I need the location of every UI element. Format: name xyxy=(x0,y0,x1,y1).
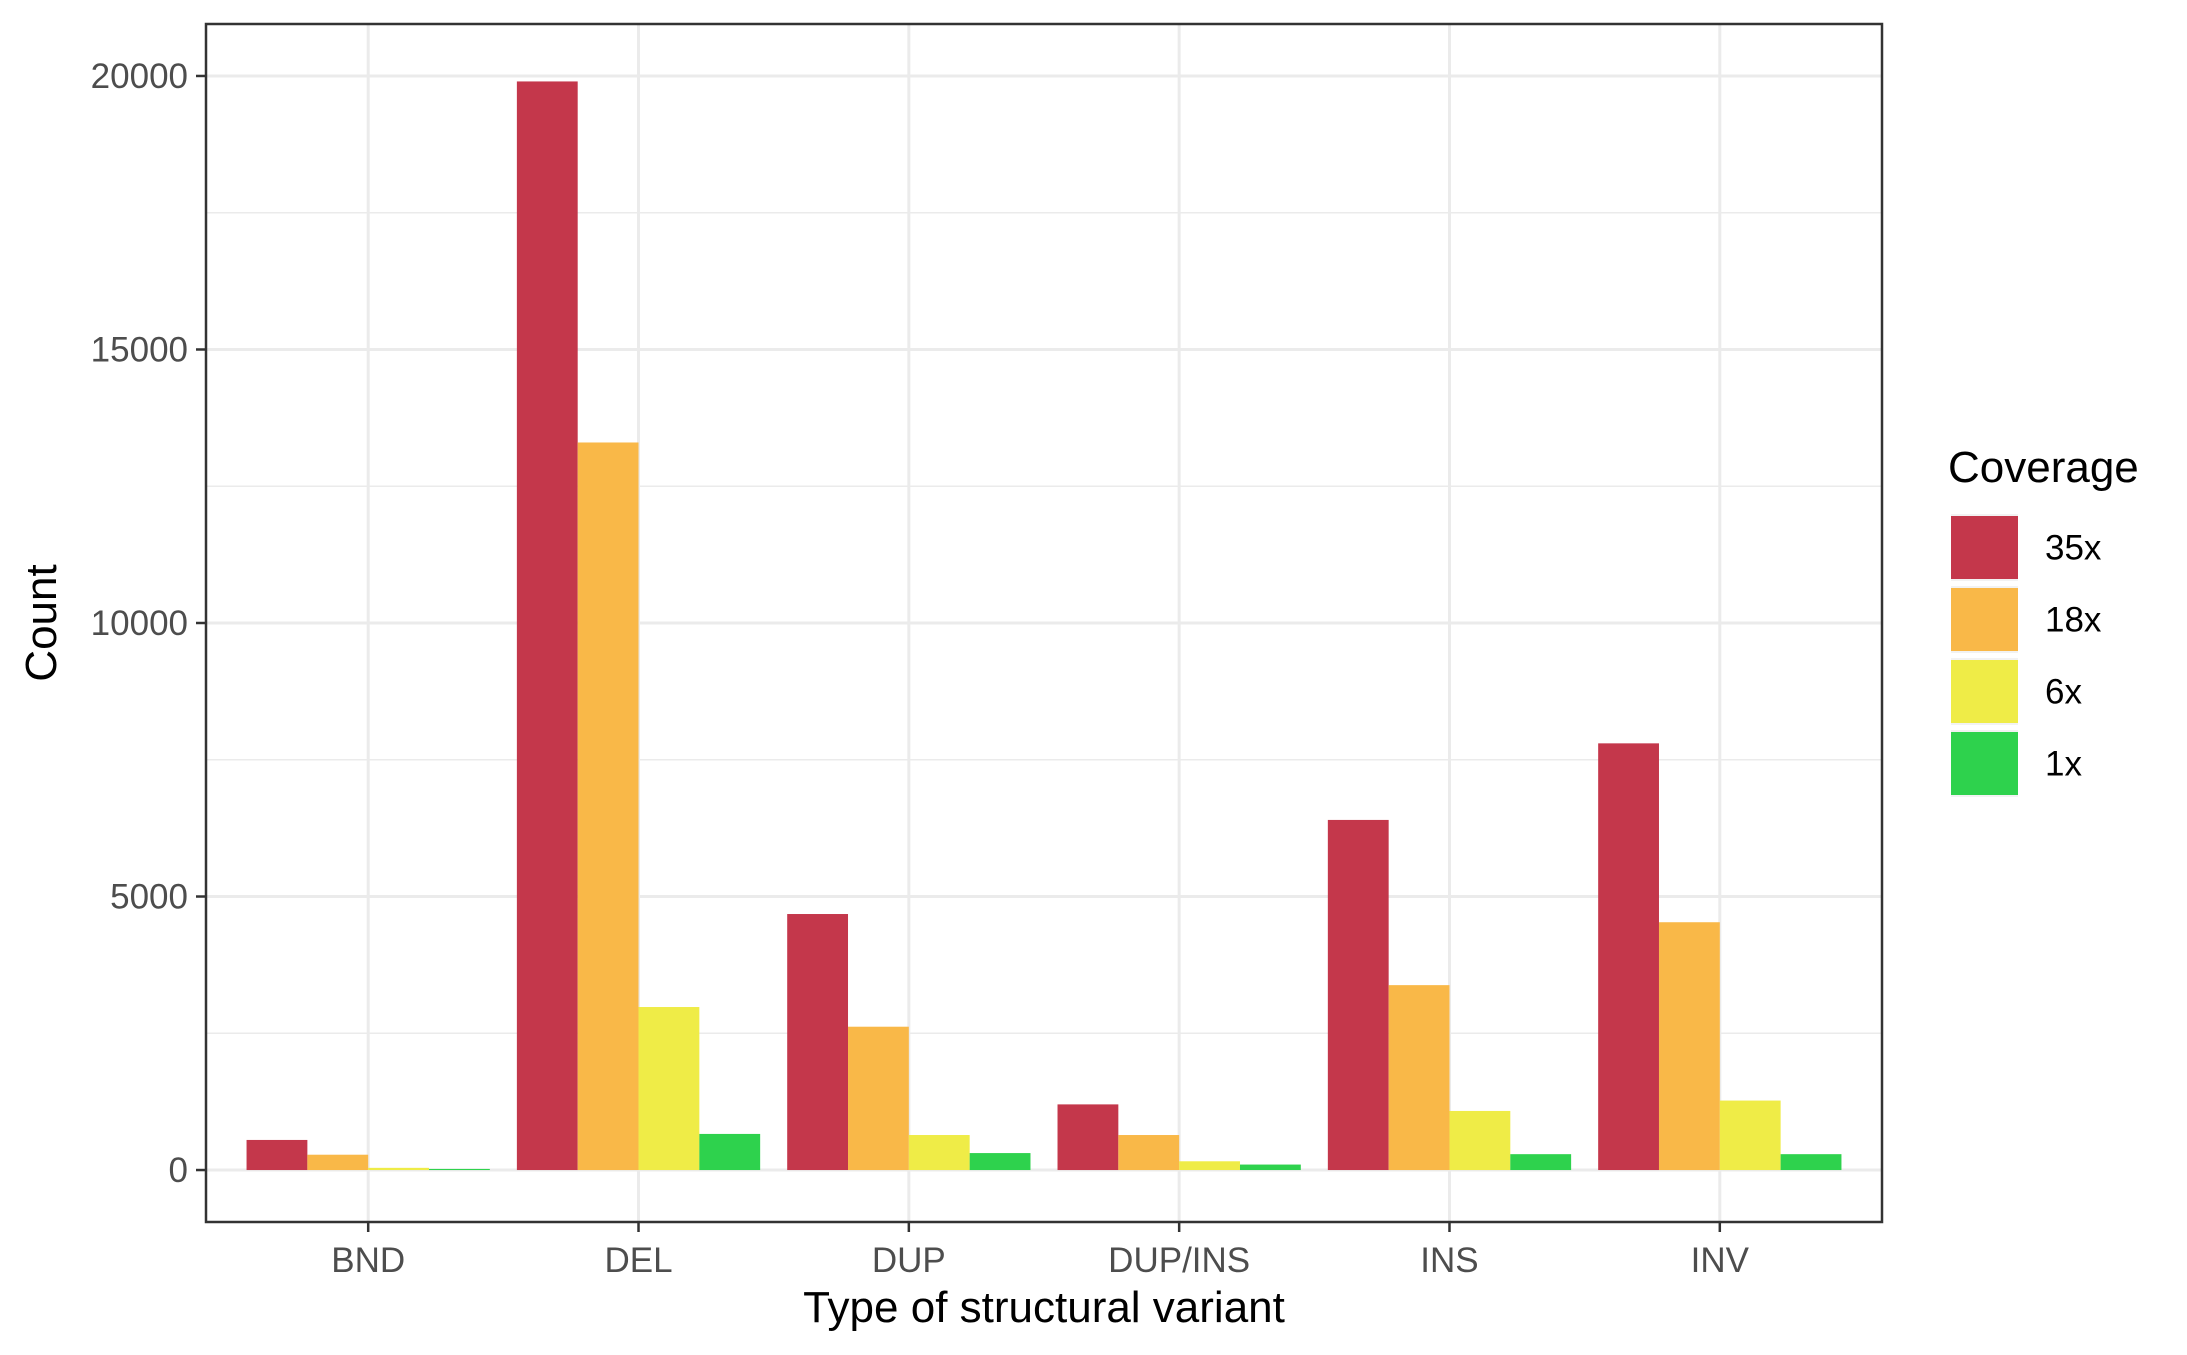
legend-swatch-35x xyxy=(1951,516,2018,579)
bar-bnd-1x xyxy=(429,1168,490,1171)
bar-del-6x xyxy=(638,1007,700,1171)
bar-del-35x xyxy=(516,81,578,1171)
legend-swatch-1x xyxy=(1951,732,2018,795)
axes: 0 5000 10000 15000 20000 BND DEL DUP DUP/INS INS I… xyxy=(91,57,1750,1280)
y-tick-label: 10000 xyxy=(91,604,188,643)
legend-label-1x: 1x xyxy=(2045,745,2082,784)
bar-dup-18x xyxy=(848,1026,909,1171)
legend-label-6x: 6x xyxy=(2045,673,2082,712)
y-tick-label: 20000 xyxy=(91,57,188,96)
bar-bnd-35x xyxy=(246,1139,308,1171)
bar-ins-6x xyxy=(1449,1110,1511,1171)
legend-swatch-18x xyxy=(1951,588,2018,651)
y-tick-label: 15000 xyxy=(91,330,188,369)
x-tick-label: DUP xyxy=(872,1241,946,1280)
y-tick-label: 0 xyxy=(169,1151,188,1190)
y-tick-label: 5000 xyxy=(110,878,188,917)
bar-dup-35x xyxy=(787,914,849,1171)
x-tick-label: BND xyxy=(331,1241,405,1280)
x-tick-label: DEL xyxy=(604,1241,672,1280)
bar-ins-1x xyxy=(1510,1154,1572,1171)
bar-ins-18x xyxy=(1388,985,1450,1171)
x-axis-title: Type of structural variant xyxy=(803,1283,1285,1332)
bar-inv-6x xyxy=(1719,1100,1781,1171)
bar-inv-1x xyxy=(1780,1154,1842,1171)
bar-bnd-18x xyxy=(307,1154,369,1171)
bar-dup-ins-18x xyxy=(1118,1135,1180,1171)
legend-label-35x: 35x xyxy=(2045,529,2102,568)
bar-dup-ins-6x xyxy=(1179,1161,1240,1171)
legend-swatch-6x xyxy=(1951,660,2018,723)
bars xyxy=(246,81,1842,1171)
bar-inv-18x xyxy=(1658,922,1720,1171)
bar-dup-1x xyxy=(969,1153,1031,1171)
bar-inv-35x xyxy=(1598,743,1659,1171)
x-tick-label: INV xyxy=(1691,1241,1750,1280)
bar-del-1x xyxy=(699,1133,761,1171)
legend-label-18x: 18x xyxy=(2045,601,2102,640)
bar-dup-ins-1x xyxy=(1239,1164,1301,1171)
x-tick-label: DUP/INS xyxy=(1108,1241,1250,1280)
bar-bnd-6x xyxy=(368,1167,430,1171)
y-axis-title: Count xyxy=(17,564,66,681)
x-tick-label: INS xyxy=(1420,1241,1478,1280)
bar-del-18x xyxy=(577,442,639,1171)
bar-dup-6x xyxy=(908,1135,970,1171)
bar-dup-ins-35x xyxy=(1057,1104,1119,1171)
bar-ins-35x xyxy=(1327,819,1389,1171)
legend: Coverage 35x 18x 6x 1x xyxy=(1948,443,2139,797)
legend-title: Coverage xyxy=(1948,443,2139,492)
